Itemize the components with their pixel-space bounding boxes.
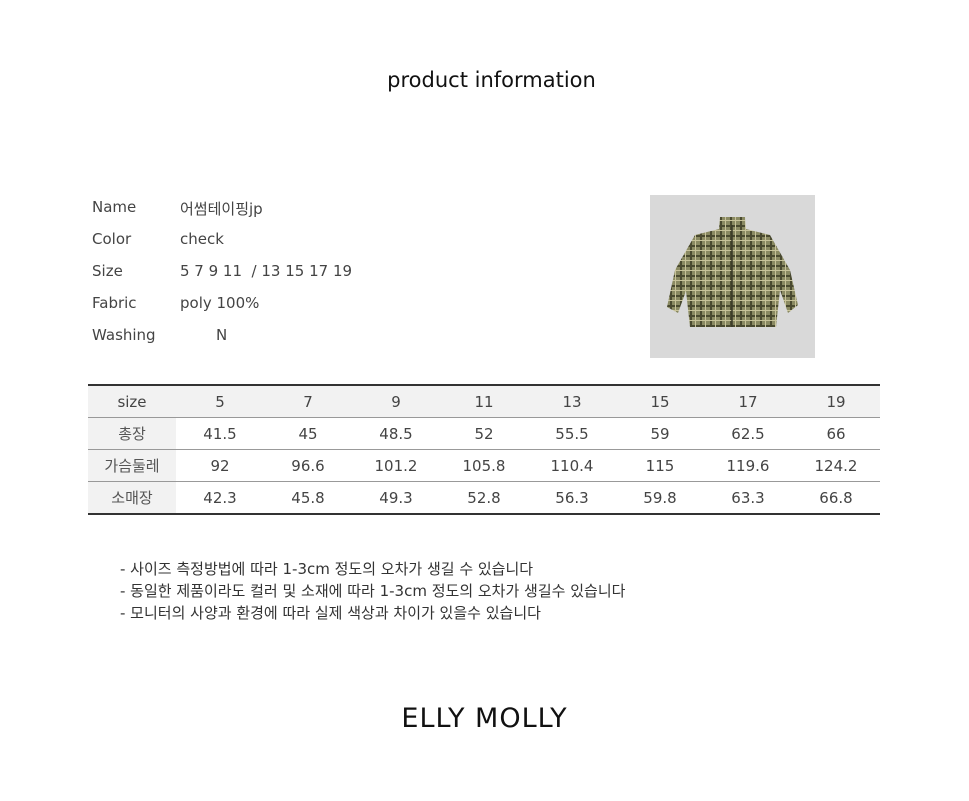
table-cell: 119.6 <box>704 449 792 482</box>
table-row: 소매장 42.3 45.8 49.3 52.8 56.3 59.8 63.3 6… <box>88 481 880 515</box>
table-cell: 115 <box>616 449 704 482</box>
note-line: - 동일한 제품이라도 컬러 및 소재에 따라 1-3cm 정도의 오차가 생길… <box>120 582 626 600</box>
info-label: Washing <box>92 326 156 344</box>
row-label: 소매장 <box>88 481 176 515</box>
table-cell: 110.4 <box>528 449 616 482</box>
table-cell: 52.8 <box>440 481 528 515</box>
info-label: Name <box>92 198 137 216</box>
header-cell: 13 <box>528 384 616 418</box>
note-line: - 모니터의 사양과 환경에 따라 실제 색상과 차이가 있을수 있습니다 <box>120 604 541 622</box>
size-table: size 5 7 9 11 13 15 17 19 총장 41.5 45 48.… <box>88 384 880 515</box>
table-cell: 45 <box>264 417 352 450</box>
info-label: Size <box>92 262 123 280</box>
table-cell: 66.8 <box>792 481 880 515</box>
note-line: - 사이즈 측정방법에 따라 1-3cm 정도의 오차가 생길 수 있습니다 <box>120 560 534 578</box>
notes: - 사이즈 측정방법에 따라 1-3cm 정도의 오차가 생길 수 있습니다 -… <box>120 558 625 624</box>
header-cell: 11 <box>440 384 528 418</box>
table-cell: 59 <box>616 417 704 450</box>
row-label: 총장 <box>88 417 176 450</box>
header-cell: 5 <box>176 384 264 418</box>
table-row: 총장 41.5 45 48.5 52 55.5 59 62.5 66 <box>88 417 880 450</box>
table-cell: 41.5 <box>176 417 264 450</box>
table-cell: 124.2 <box>792 449 880 482</box>
table-cell: 55.5 <box>528 417 616 450</box>
header-cell: size <box>88 384 176 418</box>
table-cell: 45.8 <box>264 481 352 515</box>
header-cell: 7 <box>264 384 352 418</box>
table-cell: 96.6 <box>264 449 352 482</box>
info-label: Color <box>92 230 132 248</box>
brand-name: ELLY MOLLY <box>401 703 568 734</box>
table-cell: 52 <box>440 417 528 450</box>
row-label: 가슴둘레 <box>88 449 176 482</box>
table-cell: 42.3 <box>176 481 264 515</box>
info-label: Fabric <box>92 294 137 312</box>
table-cell: 62.5 <box>704 417 792 450</box>
table-cell: 49.3 <box>352 481 440 515</box>
table-cell: 63.3 <box>704 481 792 515</box>
info-value: N <box>216 326 228 344</box>
header-cell: 15 <box>616 384 704 418</box>
info-value: check <box>180 230 224 248</box>
info-value: 어썸테이핑jp <box>180 200 263 218</box>
table-cell: 92 <box>176 449 264 482</box>
table-cell: 66 <box>792 417 880 450</box>
info-value: poly 100% <box>180 294 260 312</box>
table-cell: 48.5 <box>352 417 440 450</box>
table-cell: 59.8 <box>616 481 704 515</box>
table-cell: 101.2 <box>352 449 440 482</box>
header-cell: 19 <box>792 384 880 418</box>
header-cell: 17 <box>704 384 792 418</box>
table-header-row: size 5 7 9 11 13 15 17 19 <box>88 384 880 418</box>
info-value: 5 7 9 11 / 13 15 17 19 <box>180 262 353 280</box>
table-cell: 105.8 <box>440 449 528 482</box>
table-cell: 56.3 <box>528 481 616 515</box>
table-row: 가슴둘레 92 96.6 101.2 105.8 110.4 115 119.6… <box>88 449 880 482</box>
page-title: product information <box>387 68 596 92</box>
header-cell: 9 <box>352 384 440 418</box>
product-photo <box>650 195 815 358</box>
